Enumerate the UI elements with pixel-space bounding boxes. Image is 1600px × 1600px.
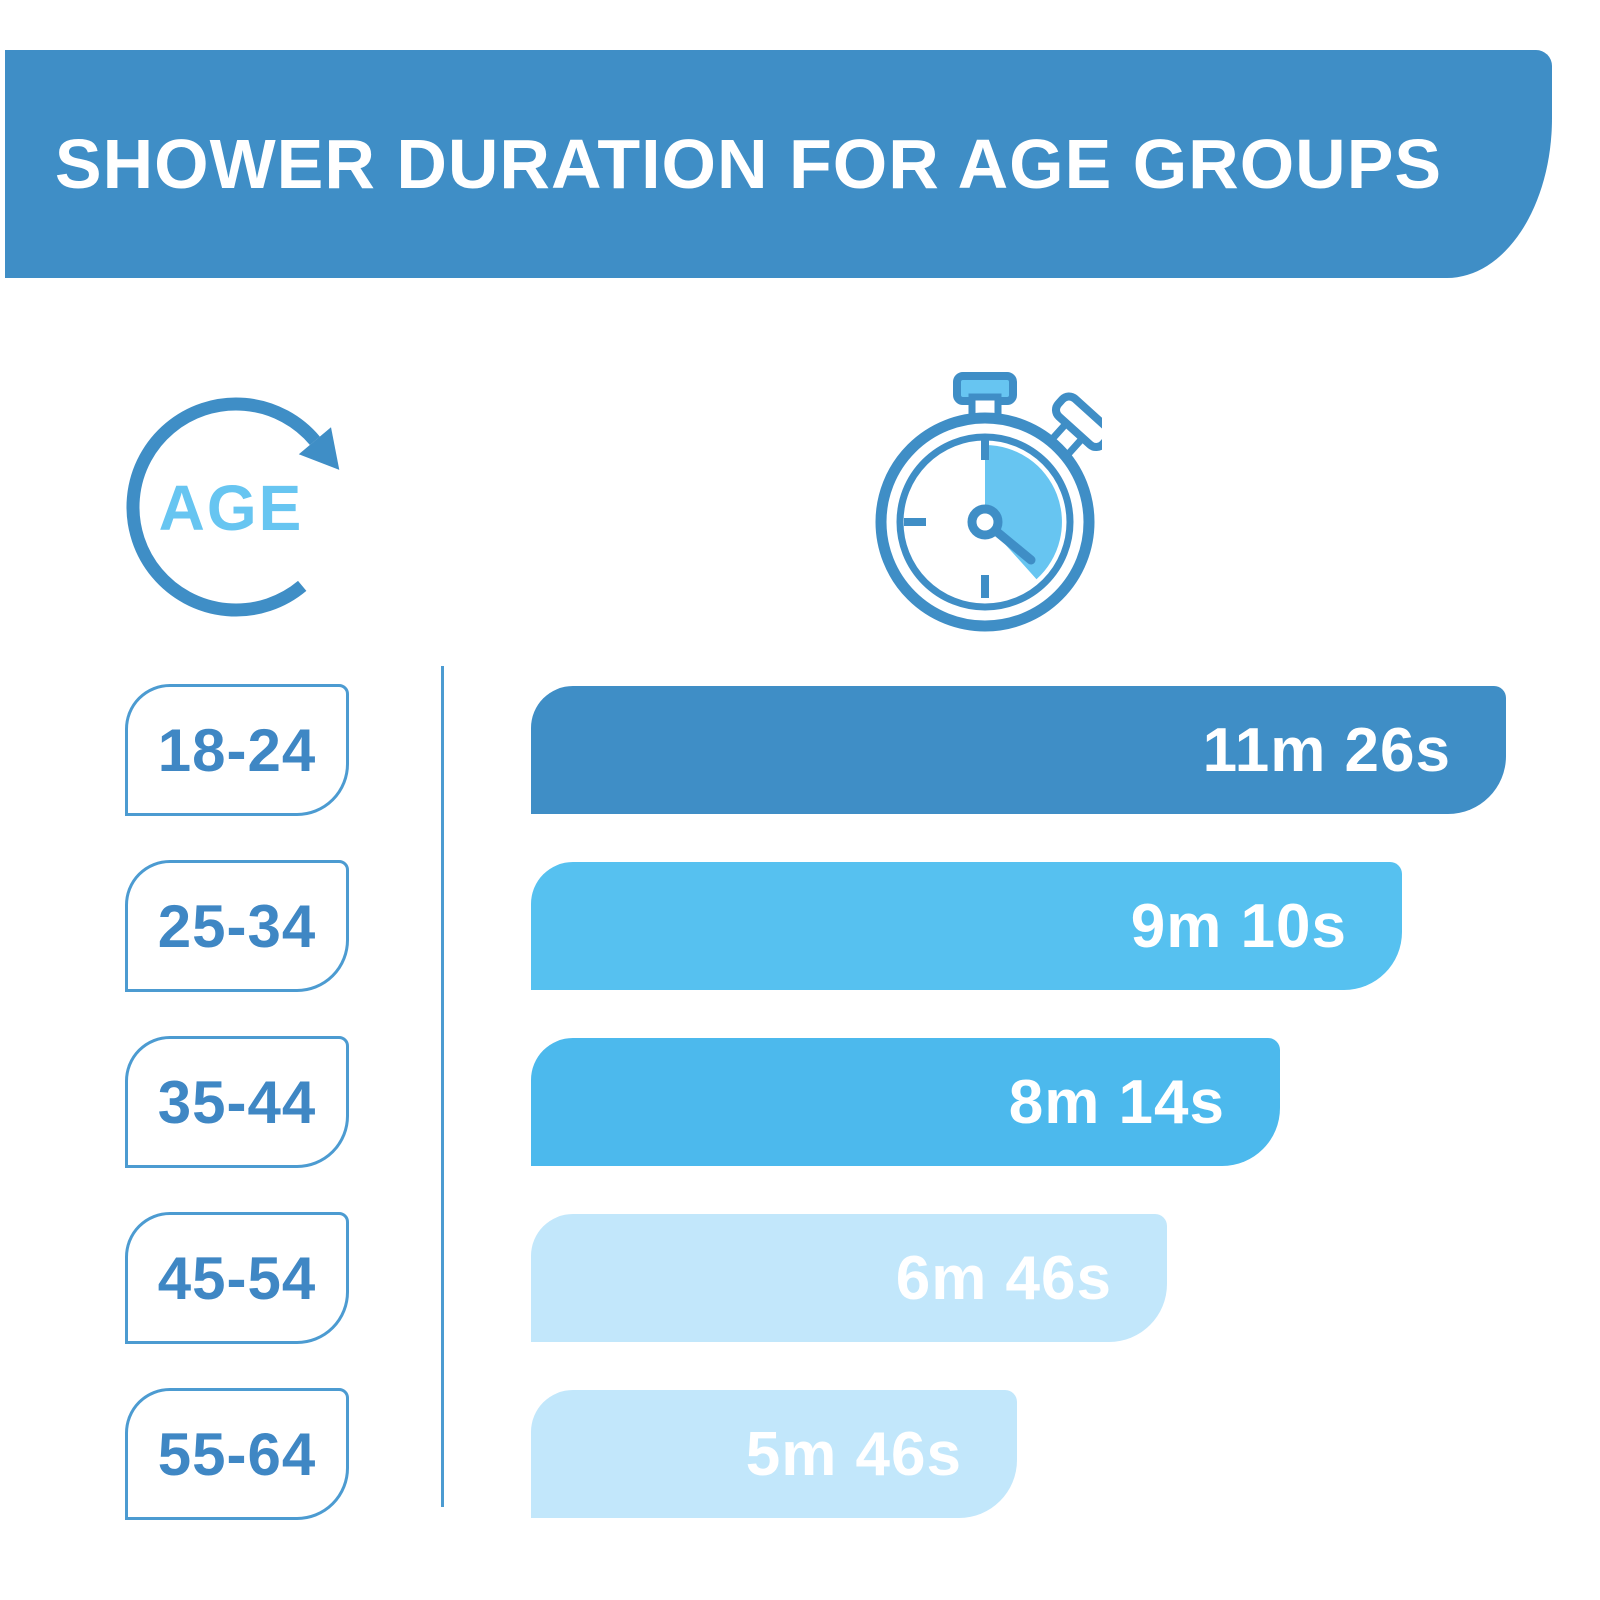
duration-bar: 11m 26s — [531, 686, 1506, 814]
header-banner: SHOWER DURATION FOR AGE GROUPS — [5, 50, 1552, 278]
chart-row-45-54: 45-54 6m 46s — [125, 1212, 1515, 1344]
axis-divider-line — [441, 666, 444, 1507]
duration-value-label: 8m 14s — [1008, 1067, 1225, 1137]
duration-bar: 6m 46s — [531, 1214, 1167, 1342]
age-group-label: 25-34 — [157, 892, 317, 960]
chart-row-55-64: 55-64 5m 46s — [125, 1388, 1515, 1520]
page-title: SHOWER DURATION FOR AGE GROUPS — [54, 125, 1443, 203]
age-group-label: 45-54 — [157, 1244, 317, 1312]
duration-bar: 9m 10s — [531, 862, 1402, 990]
stopwatch-icon — [875, 372, 1102, 632]
age-group-label-box: 35-44 — [125, 1036, 349, 1168]
age-group-label-box: 18-24 — [125, 684, 349, 816]
duration-value-label: 6m 46s — [895, 1243, 1112, 1313]
age-group-label-box: 45-54 — [125, 1212, 349, 1344]
stopwatch-elapsed-sector — [985, 445, 1062, 580]
duration-value-label: 5m 46s — [745, 1419, 962, 1489]
age-arrowhead-icon — [298, 427, 340, 470]
age-badge-label: AGE — [159, 472, 304, 544]
duration-value-label: 11m 26s — [1202, 715, 1451, 785]
age-group-label: 18-24 — [157, 716, 317, 784]
duration-bar: 5m 46s — [531, 1390, 1017, 1518]
age-circle-arc — [126, 397, 320, 617]
age-group-label: 35-44 — [157, 1068, 317, 1136]
age-rotate-icon: AGE — [126, 397, 340, 617]
stopwatch-pivot — [967, 504, 1003, 540]
age-group-label-box: 55-64 — [125, 1388, 349, 1520]
duration-bar: 8m 14s — [531, 1038, 1280, 1166]
chart-row-25-34: 25-34 9m 10s — [125, 860, 1515, 992]
chart-row-18-24: 18-24 11m 26s — [125, 684, 1515, 816]
age-group-label: 55-64 — [157, 1420, 317, 1488]
duration-value-label: 9m 10s — [1130, 891, 1347, 961]
age-group-label-box: 25-34 — [125, 860, 349, 992]
chart-row-35-44: 35-44 8m 14s — [125, 1036, 1515, 1168]
